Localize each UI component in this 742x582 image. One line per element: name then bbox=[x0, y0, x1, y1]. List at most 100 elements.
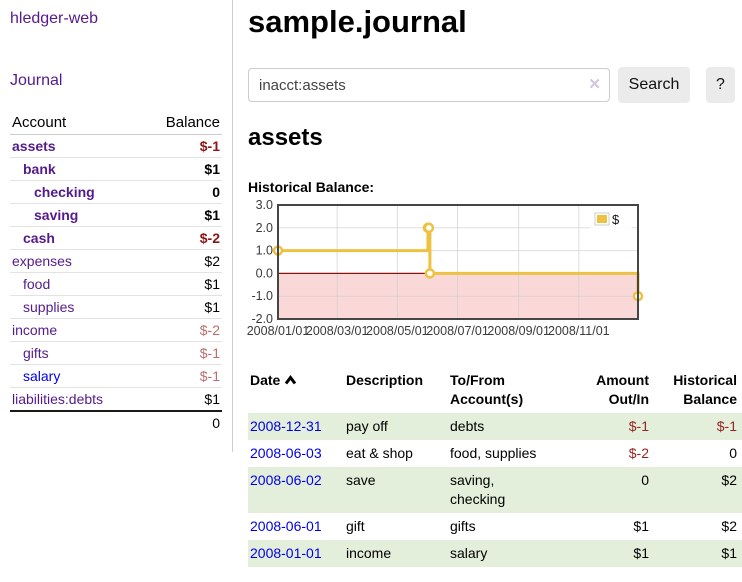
transaction-description: save bbox=[344, 467, 448, 513]
help-button[interactable]: ? bbox=[706, 67, 735, 103]
transaction-accounts: debts bbox=[448, 413, 582, 440]
transaction-accounts: saving, checking bbox=[448, 467, 582, 513]
transaction-description: pay off bbox=[344, 413, 448, 440]
account-heading: assets bbox=[248, 124, 323, 151]
svg-text:2008/07/01: 2008/07/01 bbox=[426, 324, 489, 338]
svg-text:0.0: 0.0 bbox=[256, 266, 273, 280]
transaction-description: gift bbox=[346, 518, 365, 534]
svg-text:2.0: 2.0 bbox=[256, 221, 273, 235]
transaction-description: eat & shop bbox=[346, 445, 413, 461]
sidebar-account-row: cash $-2 bbox=[10, 226, 222, 250]
svg-text:2008/11/01: 2008/11/01 bbox=[548, 324, 610, 338]
sidebar-account-row: income $-2 bbox=[10, 318, 222, 342]
transaction-date-link[interactable]: 2008-06-02 bbox=[250, 472, 322, 488]
sidebar-account-row: salary $-1 bbox=[10, 364, 222, 388]
chart-heading: Historical Balance: bbox=[248, 179, 375, 195]
account-balance: $1 bbox=[141, 295, 222, 319]
brand-link[interactable]: hledger-web bbox=[10, 10, 99, 27]
account-balance-table: Account Balance assets $-1 bank $1 checking 0… bbox=[10, 111, 222, 434]
clear-search-icon[interactable]: ✕ bbox=[588, 76, 601, 93]
svg-text:$: $ bbox=[612, 212, 620, 227]
register-table: Date Description To/From Account(s) Amount … bbox=[248, 369, 742, 567]
sidebar-account-row: checking 0 bbox=[10, 180, 222, 204]
transaction-date-link[interactable]: 2008-06-03 bbox=[250, 445, 322, 461]
legend-swatch-icon bbox=[594, 212, 610, 226]
account-link[interactable]: cash bbox=[23, 230, 55, 246]
register-row: 2008-06-02 save saving, checking 0 $2 bbox=[248, 467, 742, 513]
transaction-accounts: food, supplies bbox=[450, 445, 537, 461]
svg-text:1.0: 1.0 bbox=[256, 244, 273, 258]
transaction-description: income bbox=[344, 540, 448, 567]
register-header-description: Description bbox=[346, 372, 424, 388]
sidebar-account-row: liabilities:debts $1 bbox=[10, 387, 222, 412]
sidebar-account-row: assets $-1 bbox=[10, 134, 222, 158]
account-link[interactable]: liabilities:debts bbox=[12, 391, 104, 407]
sidebar-account-row: expenses $2 bbox=[10, 249, 222, 273]
account-link[interactable]: food bbox=[23, 276, 51, 292]
register-row: 2008-06-03 eat & shop food, supplies $-2 0 bbox=[248, 440, 742, 467]
account-link[interactable]: supplies bbox=[23, 299, 75, 315]
transaction-balance: 0 bbox=[729, 445, 737, 461]
svg-text:2008/05/01: 2008/05/01 bbox=[366, 324, 429, 338]
register-header-to-from: To/From Account(s) bbox=[450, 372, 524, 407]
svg-text:-2.0: -2.0 bbox=[251, 312, 273, 326]
svg-text:-1.0: -1.0 bbox=[251, 289, 273, 303]
account-column-header: Account bbox=[10, 111, 142, 135]
total-row: 0 bbox=[10, 410, 222, 434]
svg-text:3.0: 3.0 bbox=[256, 198, 273, 212]
svg-text:2008/03/01: 2008/03/01 bbox=[306, 324, 369, 338]
transaction-accounts: gifts bbox=[450, 518, 476, 534]
transaction-date-link[interactable]: 2008-01-01 bbox=[250, 545, 322, 561]
transaction-date-link[interactable]: 2008-12-31 bbox=[250, 418, 322, 434]
account-balance: $1 bbox=[141, 157, 222, 181]
sidebar: hledger-web Journal Account Balance asse… bbox=[0, 0, 233, 452]
account-balance: $2 bbox=[141, 249, 222, 273]
register-row: 2008-06-01 gift gifts $1 $2 bbox=[248, 513, 742, 540]
account-link[interactable]: assets bbox=[12, 138, 56, 154]
page-title: sample.journal bbox=[248, 4, 467, 39]
sidebar-item-journal[interactable]: Journal bbox=[10, 72, 63, 89]
sidebar-account-row: food $1 bbox=[10, 272, 222, 296]
chart-svg: 3.0 2.0 1.0 0.0 -1.0 -2.02008/01/012008/03/01… bbox=[247, 198, 644, 338]
search-input[interactable] bbox=[248, 68, 610, 102]
account-balance: $1 bbox=[141, 272, 222, 296]
transaction-date-link[interactable]: 2008-06-01 bbox=[250, 518, 322, 534]
register-header-historical: Historical Balance bbox=[673, 372, 737, 407]
account-balance: $1 bbox=[141, 387, 222, 412]
account-link[interactable]: saving bbox=[34, 207, 79, 223]
register-row: 2008-01-01 income salary $1 $1 bbox=[248, 540, 742, 567]
svg-text:2008/01/01: 2008/01/01 bbox=[247, 324, 310, 338]
svg-text:2008/09/01: 2008/09/01 bbox=[487, 324, 550, 338]
sidebar-account-row: bank $1 bbox=[10, 157, 222, 181]
account-link[interactable]: salary bbox=[23, 368, 61, 384]
sidebar-account-row: saving $1 bbox=[10, 203, 222, 227]
transaction-accounts: salary bbox=[448, 540, 582, 567]
sidebar-account-row: gifts $-1 bbox=[10, 341, 222, 365]
register-header-date[interactable]: Date bbox=[248, 369, 344, 413]
transaction-amount: $1 bbox=[582, 540, 654, 567]
account-link[interactable]: bank bbox=[23, 161, 56, 177]
account-balance: $-2 bbox=[141, 318, 222, 342]
search-row: ✕ Search ? bbox=[248, 67, 742, 103]
register-header-amount: Amount Out/In bbox=[596, 372, 649, 407]
main-content: sample.journal ✕ Search ? assets Histori… bbox=[233, 0, 742, 567]
transaction-amount: $-2 bbox=[628, 445, 649, 461]
account-link[interactable]: gifts bbox=[23, 345, 49, 361]
search-button[interactable]: Search bbox=[618, 67, 690, 103]
page: hledger-web Journal Account Balance asse… bbox=[0, 0, 742, 567]
transaction-balance: $2 bbox=[721, 518, 737, 534]
transaction-amount: 0 bbox=[582, 467, 654, 513]
transaction-balance: $-1 bbox=[654, 413, 742, 440]
account-link[interactable]: expenses bbox=[12, 253, 72, 269]
transaction-balance: $1 bbox=[654, 540, 742, 567]
account-balance: $-1 bbox=[141, 364, 222, 388]
account-link[interactable]: checking bbox=[34, 184, 95, 200]
account-balance: $1 bbox=[141, 203, 222, 227]
account-balance: $-1 bbox=[141, 134, 222, 158]
account-balance: $-2 bbox=[141, 226, 222, 250]
account-balance: $-1 bbox=[141, 341, 222, 365]
sort-ascending-icon bbox=[285, 375, 297, 385]
transaction-amount: $-1 bbox=[582, 413, 654, 440]
account-link[interactable]: income bbox=[12, 322, 58, 338]
sidebar-account-row: supplies $1 bbox=[10, 295, 222, 319]
